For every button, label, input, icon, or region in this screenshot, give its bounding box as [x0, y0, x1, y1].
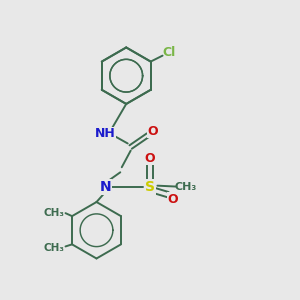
Text: O: O	[168, 193, 178, 206]
Text: CH₃: CH₃	[43, 208, 64, 218]
Text: CH₃: CH₃	[175, 182, 197, 192]
Text: O: O	[148, 125, 158, 138]
Text: N: N	[100, 180, 111, 194]
Text: CH₃: CH₃	[44, 243, 65, 253]
Text: Cl: Cl	[162, 46, 175, 59]
Text: S: S	[145, 180, 155, 194]
Text: NH: NH	[95, 127, 116, 140]
Text: O: O	[145, 152, 155, 164]
